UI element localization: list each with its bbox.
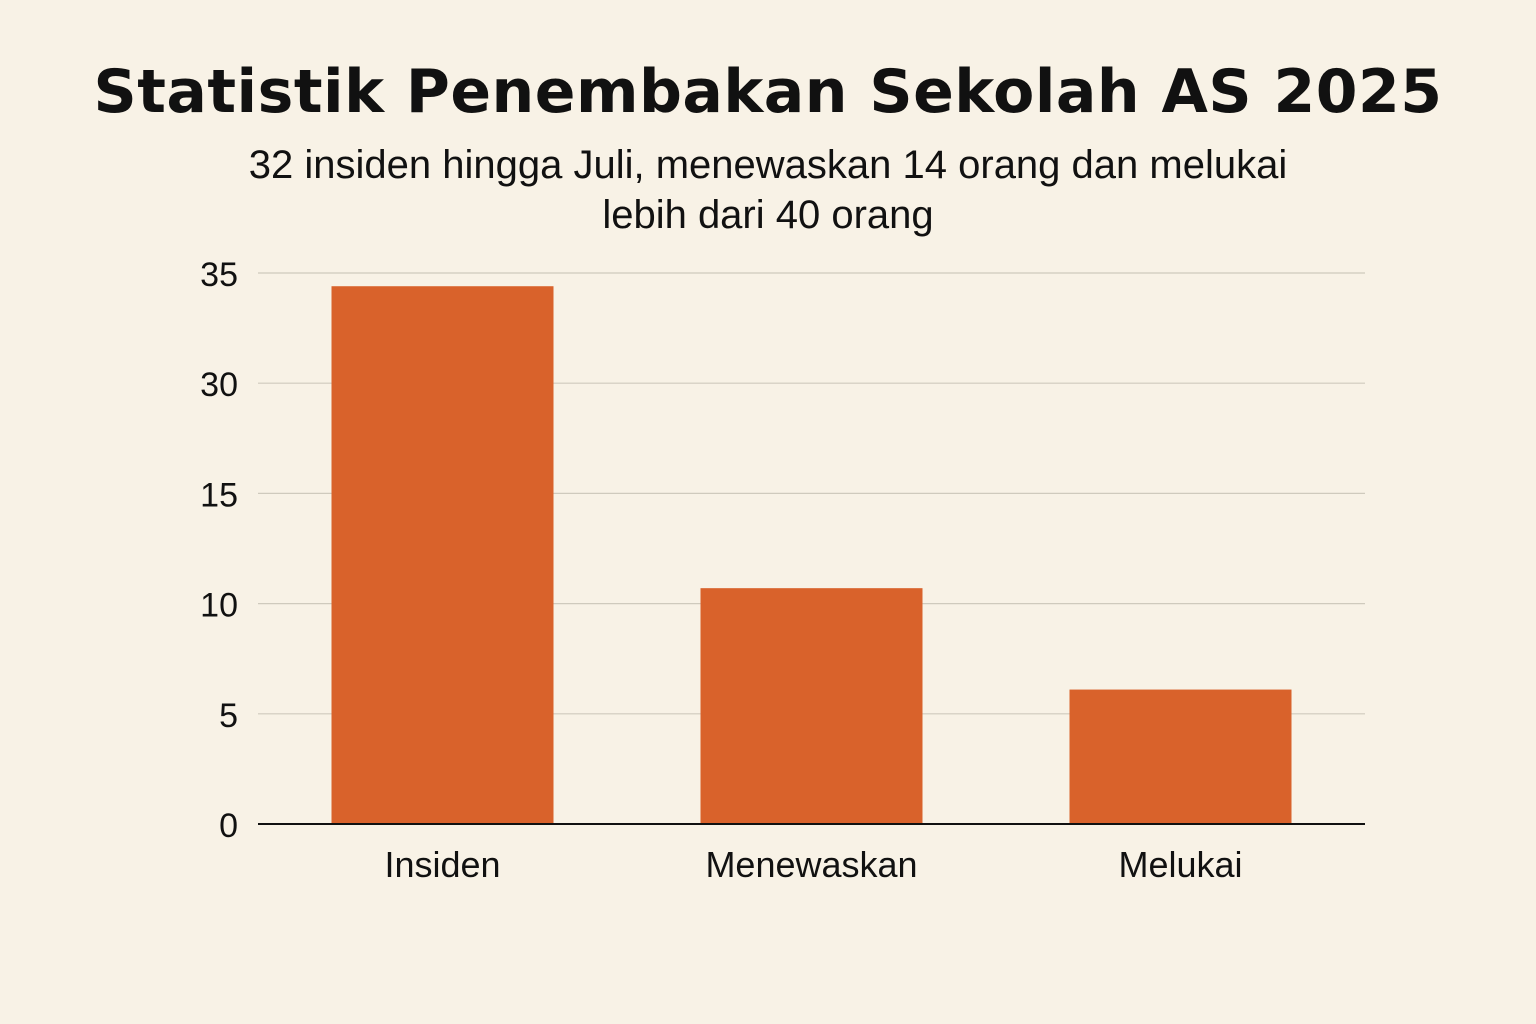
axes: 0 5 10 15 30 35 Insiden Menewaskan Melukai <box>200 256 1365 885</box>
y-tick-label: 5 <box>219 697 238 735</box>
bar-menewaskan <box>700 588 923 824</box>
subtitle-line-1: 32 insiden hingga Juli, menewaskan 14 or… <box>248 143 1288 187</box>
y-tick-label: 10 <box>200 587 238 625</box>
chart-title: Statistik Penembakan Sekolah AS 2025 <box>93 57 1443 127</box>
bar-insiden <box>331 286 554 824</box>
y-tick-label: 15 <box>200 476 238 514</box>
x-category-label: Insiden <box>384 844 500 885</box>
bar-melukai <box>1069 689 1292 824</box>
x-category-label: Menewaskan <box>705 844 917 885</box>
subtitle-line-2: lebih dari 40 orang <box>602 193 934 237</box>
x-category-label: Melukai <box>1118 844 1242 885</box>
y-tick-label: 30 <box>200 366 238 404</box>
y-tick-label: 35 <box>200 256 238 294</box>
bars <box>331 286 1292 824</box>
chart-subtitle: 32 insiden hingga Juli, menewaskan 14 or… <box>0 140 1536 240</box>
y-tick-label: 0 <box>219 807 238 845</box>
